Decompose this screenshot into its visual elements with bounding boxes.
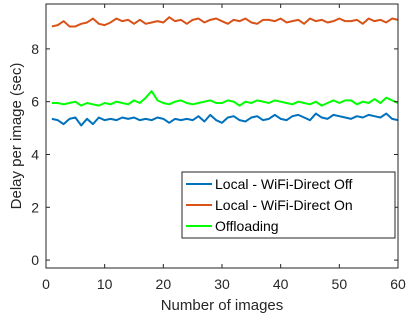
y-tick-label: 0 — [31, 252, 39, 268]
series-line-local-wifi-direct-on — [51, 16, 399, 28]
x-tick-label: 60 — [390, 276, 406, 292]
ticks-layer: 0 10 20 30 40 50 60 0 2 4 6 8 — [31, 4, 406, 292]
legend-label-local-wifi-direct-off: Local - WiFi-Direct Off — [215, 176, 353, 192]
y-tick-label: 2 — [31, 199, 39, 215]
x-tick-label: 50 — [332, 276, 348, 292]
x-tick-label: 40 — [273, 276, 289, 292]
legend: Local - WiFi-Direct Off Local - WiFi-Dir… — [181, 171, 396, 239]
y-tick-label: 6 — [31, 94, 39, 110]
y-tick-label: 8 — [31, 41, 39, 57]
legend-label-local-wifi-direct-on: Local - WiFi-Direct On — [215, 197, 353, 213]
y-axis-title: Delay per image (sec) — [8, 63, 25, 210]
series-line-offloading — [51, 90, 399, 107]
x-tick-label: 20 — [156, 276, 172, 292]
x-axis-title: Number of images — [161, 297, 284, 314]
x-tick-label: 10 — [97, 276, 113, 292]
y-tick-label: 4 — [31, 146, 39, 162]
x-tick-label: 30 — [214, 276, 230, 292]
series-line-local-wifi-direct-off — [51, 112, 399, 127]
legend-box — [181, 171, 396, 239]
legend-label-offloading: Offloading — [215, 218, 279, 234]
series-layer — [51, 16, 399, 127]
x-tick-label: 0 — [42, 276, 50, 292]
